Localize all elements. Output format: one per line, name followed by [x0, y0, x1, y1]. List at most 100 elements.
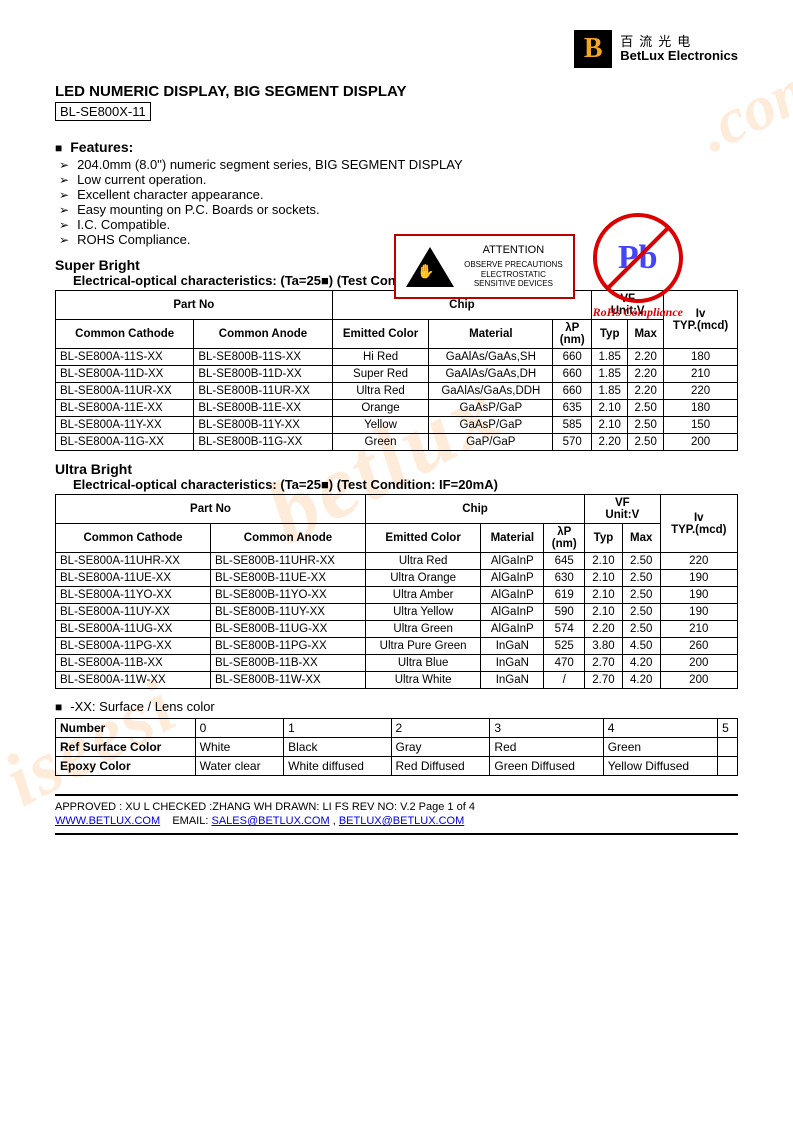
esd-icon: ✋	[406, 247, 454, 287]
footer: APPROVED : XU L CHECKED :ZHANG WH DRAWN:…	[55, 794, 738, 835]
table-cell: BL-SE800B-11YO-XX	[210, 587, 365, 604]
table-cell: 1.85	[592, 366, 628, 383]
table-cell: BL-SE800B-11UHR-XX	[210, 553, 365, 570]
esd-attention: ATTENTION	[464, 244, 563, 257]
table-cell: 200	[660, 672, 737, 689]
table-cell: 150	[664, 417, 738, 434]
table-cell: 2.10	[585, 570, 623, 587]
table-row: BL-SE800A-11B-XXBL-SE800B-11B-XXUltra Bl…	[56, 655, 738, 672]
table-cell: 1.85	[592, 383, 628, 400]
table-cell: 2.20	[628, 349, 664, 366]
table-cell: 190	[660, 587, 737, 604]
table-cell: BL-SE800A-11B-XX	[56, 655, 211, 672]
th-cathode: Common Cathode	[56, 524, 211, 553]
table-cell: GaAlAs/GaAs,DDH	[429, 383, 553, 400]
table-cell: 0	[195, 719, 283, 738]
table-cell: 2.10	[592, 400, 628, 417]
table-cell: 260	[660, 638, 737, 655]
table-cell: 4.20	[622, 655, 660, 672]
table-cell: 4.50	[622, 638, 660, 655]
table-cell: GaP/GaP	[429, 434, 553, 451]
table-row: BL-SE800A-11YO-XXBL-SE800B-11YO-XXUltra …	[56, 587, 738, 604]
table-cell: BL-SE800B-11S-XX	[194, 349, 332, 366]
table-cell: 2.10	[585, 553, 623, 570]
esd-line: ELECTROSTATIC	[464, 270, 563, 280]
table-cell: 190	[660, 604, 737, 621]
table-cell: 1	[284, 719, 391, 738]
th-ref-surface: Ref Surface Color	[56, 738, 196, 757]
table-cell: Water clear	[195, 757, 283, 776]
table-cell: BL-SE800A-11UHR-XX	[56, 553, 211, 570]
table-cell: 590	[544, 604, 585, 621]
th-partno: Part No	[56, 495, 366, 524]
table-cell: Hi Red	[332, 349, 429, 366]
table-cell: AlGaInP	[481, 621, 544, 638]
table-cell: Green	[332, 434, 429, 451]
table-cell: BL-SE800A-11S-XX	[56, 349, 194, 366]
logo-icon: B	[574, 30, 612, 68]
table-cell: BL-SE800B-11UE-XX	[210, 570, 365, 587]
table-cell: BL-SE800B-11D-XX	[194, 366, 332, 383]
th-emitted: Emitted Color	[332, 320, 429, 349]
table-cell: Black	[284, 738, 391, 757]
table-cell: 2.20	[628, 366, 664, 383]
table-cell: 190	[660, 570, 737, 587]
table-cell: Ultra White	[365, 672, 480, 689]
table-cell: GaAlAs/GaAs,DH	[429, 366, 553, 383]
rohs-badge: Pb RoHs Compliance	[593, 213, 683, 320]
esd-line: SENSITIVE DEVICES	[464, 279, 563, 289]
th-lp: λP(nm)	[553, 320, 592, 349]
table-cell: Ultra Green	[365, 621, 480, 638]
table-cell: 630	[544, 570, 585, 587]
table-row: BL-SE800A-11PG-XXBL-SE800B-11PG-XXUltra …	[56, 638, 738, 655]
table-cell: InGaN	[481, 672, 544, 689]
table-cell: 210	[660, 621, 737, 638]
table-cell: Super Red	[332, 366, 429, 383]
table-cell: 2.50	[622, 621, 660, 638]
th-partno: Part No	[56, 291, 333, 320]
table-cell: BL-SE800A-11Y-XX	[56, 417, 194, 434]
table-cell: /	[544, 672, 585, 689]
table-cell: Yellow	[332, 417, 429, 434]
table-row: BL-SE800A-11UG-XXBL-SE800B-11UG-XXUltra …	[56, 621, 738, 638]
table-cell: White	[195, 738, 283, 757]
table-cell: 3.80	[585, 638, 623, 655]
rohs-label: RoHs Compliance	[593, 305, 683, 320]
table-cell: 660	[553, 366, 592, 383]
table-cell: AlGaInP	[481, 604, 544, 621]
table-cell: 2.10	[585, 587, 623, 604]
ultra-bright-table: Part No Chip VFUnit:V IvTYP.(mcd) Common…	[55, 494, 738, 689]
table-cell: AlGaInP	[481, 553, 544, 570]
table-cell: AlGaInP	[481, 587, 544, 604]
th-max: Max	[622, 524, 660, 553]
esd-line: OBSERVE PRECAUTIONS	[464, 260, 563, 270]
table-cell: 2.50	[622, 570, 660, 587]
th-material: Material	[429, 320, 553, 349]
footer-site-link[interactable]: WWW.BETLUX.COM	[55, 815, 160, 827]
table-cell: 2.70	[585, 672, 623, 689]
table-cell: 635	[553, 400, 592, 417]
features-heading: Features:	[55, 139, 738, 155]
table-cell: BL-SE800B-11G-XX	[194, 434, 332, 451]
table-row: BL-SE800A-11UE-XXBL-SE800B-11UE-XXUltra …	[56, 570, 738, 587]
table-cell: 220	[664, 383, 738, 400]
table-cell: BL-SE800A-11E-XX	[56, 400, 194, 417]
table-cell: 2.50	[622, 587, 660, 604]
table-cell: 2.50	[628, 400, 664, 417]
table-cell: 2.20	[592, 434, 628, 451]
footer-email1-link[interactable]: SALES@BETLUX.COM	[211, 815, 329, 827]
table-cell: Gray	[391, 738, 490, 757]
table-cell: 660	[553, 349, 592, 366]
table-row: BL-SE800A-11W-XXBL-SE800B-11W-XXUltra Wh…	[56, 672, 738, 689]
table-cell: Ultra Yellow	[365, 604, 480, 621]
table-cell: BL-SE800A-11UE-XX	[56, 570, 211, 587]
footer-email2-link[interactable]: BETLUX@BETLUX.COM	[339, 815, 464, 827]
table-cell: BL-SE800B-11PG-XX	[210, 638, 365, 655]
th-typ: Typ	[592, 320, 628, 349]
table-row: BL-SE800A-11UHR-XXBL-SE800B-11UHR-XXUltr…	[56, 553, 738, 570]
table-cell: 585	[553, 417, 592, 434]
table-cell: White diffused	[284, 757, 391, 776]
th-vf: VFUnit:V	[585, 495, 660, 524]
table-row: BL-SE800A-11E-XXBL-SE800B-11E-XXOrangeGa…	[56, 400, 738, 417]
lens-note: -XX: Surface / Lens color	[55, 699, 738, 714]
